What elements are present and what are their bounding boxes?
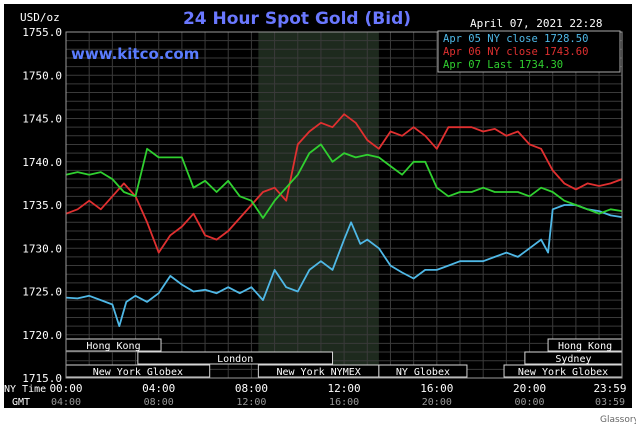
session-label: Hong Kong <box>558 341 612 352</box>
x-tick-label-gmt: 03:59 <box>595 397 625 408</box>
y-tick-label: 1750.0 <box>22 69 62 82</box>
x-tick-label-ny: 04:00 <box>142 382 175 395</box>
plot-frame <box>65 31 623 379</box>
y-tick-label: 1725.0 <box>22 286 62 299</box>
x-tick-label-gmt: 08:00 <box>144 397 174 408</box>
chart-grid <box>66 32 622 378</box>
session-label: Hong Kong <box>86 341 140 352</box>
session-label: New York NYMEX <box>276 367 360 378</box>
x-tick-label-gmt: 12:00 <box>236 397 266 408</box>
legend-entry-apr05: Apr 05 NY close 1728.50 <box>443 33 588 45</box>
session-label: New York Globex <box>518 367 608 378</box>
legend-entry-apr07: Apr 07 Last 1734.30 <box>443 59 563 71</box>
x-tick-label-ny: 12:00 <box>328 382 361 395</box>
y-tick-label: 1715.0 <box>22 372 62 385</box>
chart-title: 24 Hour Spot Gold (Bid) <box>183 9 411 29</box>
market-sessions: Hong Kong Hong Kong London Sydney New York G… <box>65 338 623 378</box>
session-label: NY Globex <box>396 367 450 378</box>
x-tick-label-ny: 20:00 <box>513 382 546 395</box>
site-name: www.kitco.com <box>71 45 199 63</box>
session-label: New York Globex <box>93 367 183 378</box>
series-line-1 <box>65 204 623 328</box>
gmt-label: GMT <box>12 397 30 408</box>
x-tick-label-gmt: 16:00 <box>329 397 359 408</box>
x-axis-ticks: 00:00 04:00 04:00 08:00 08:00 12:00 12:00 16:00… <box>49 382 626 408</box>
y-tick-label: 1755.0 <box>22 26 62 39</box>
x-tick-label-gmt: 00:00 <box>514 397 544 408</box>
x-tick-label-ny: 00:00 <box>49 382 82 395</box>
watermark: Glassory <box>600 415 636 424</box>
chart-legend: Apr 05 NY close 1728.50 Apr 06 NY close … <box>437 30 621 73</box>
y-tick-label: 1730.0 <box>22 242 62 255</box>
series-layer <box>65 113 623 328</box>
x-tick-label-gmt: 04:00 <box>51 397 81 408</box>
session-label: Sydney <box>555 354 591 365</box>
unit-label: USD/oz <box>20 11 60 24</box>
x-tick-label-ny: 16:00 <box>420 382 453 395</box>
series-line-3 <box>65 143 623 219</box>
ny-time-label: NY Time <box>4 384 46 395</box>
y-tick-label: 1735.0 <box>22 199 62 212</box>
session-label: London <box>217 354 253 365</box>
x-tick-label-gmt: 20:00 <box>422 397 452 408</box>
series-line-2 <box>65 113 623 254</box>
x-tick-label-ny: 08:00 <box>235 382 268 395</box>
y-tick-label: 1720.0 <box>22 329 62 342</box>
legend-box <box>437 30 621 73</box>
legend-entry-apr06: Apr 06 NY close 1743.60 <box>443 46 588 58</box>
y-tick-label: 1745.0 <box>22 113 62 126</box>
x-tick-label-ny: 23:59 <box>593 382 626 395</box>
y-tick-label: 1740.0 <box>22 156 62 169</box>
y-axis-ticks: 1755.0 1750.0 1745.0 1740.0 1735.0 1730.0 1725… <box>22 26 62 385</box>
chart-datetime: April 07, 2021 22:28 <box>470 17 602 30</box>
session-box <box>137 351 334 365</box>
session-box <box>378 364 468 378</box>
